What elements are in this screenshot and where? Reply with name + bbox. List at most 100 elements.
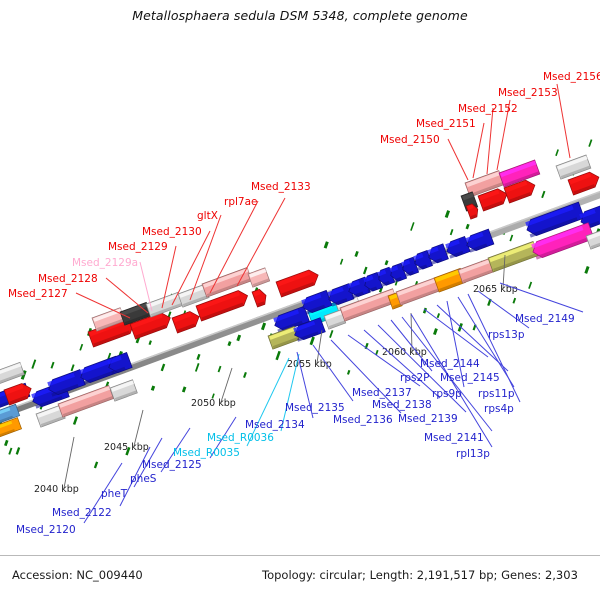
- gene-body[interactable]: [106, 351, 133, 375]
- gene-label[interactable]: Msed_2153: [498, 87, 558, 99]
- gene-feature[interactable]: [3, 381, 34, 406]
- genome-map-canvas[interactable]: 2040 kbp 2045 kbp 2050 kbp 2055 kbp 2060 kbp…: [0, 0, 600, 556]
- scale-tick-mark: [196, 353, 201, 361]
- gene-feature[interactable]: [251, 288, 269, 308]
- gene-label[interactable]: Msed_2128: [38, 273, 98, 285]
- gene-body[interactable]: [195, 288, 250, 322]
- gene-label[interactable]: rps11p: [478, 388, 515, 400]
- gene-label[interactable]: rps13p: [488, 329, 525, 341]
- gene-feature[interactable]: [272, 305, 310, 333]
- gene-feature[interactable]: [464, 170, 505, 198]
- gene-bevel-shadow: [470, 181, 504, 197]
- gene-body[interactable]: [275, 268, 321, 298]
- gene-bevel-shadow: [252, 278, 270, 287]
- gene-label[interactable]: Msed_2156: [543, 71, 600, 83]
- gene-feature[interactable]: [555, 154, 592, 180]
- gene-label[interactable]: Msed_2141: [424, 432, 484, 444]
- gene-label-group[interactable]: Msed_2120Msed_2122pheTpheSMsed_2125Msed_…: [8, 71, 600, 536]
- gene-label[interactable]: Msed_2122: [52, 507, 112, 519]
- gene-feature[interactable]: [323, 309, 347, 330]
- gene-feature[interactable]: [247, 267, 271, 288]
- gene-label[interactable]: Msed_2127: [8, 288, 68, 300]
- gene-label[interactable]: Msed_2149: [515, 313, 575, 325]
- gene-label[interactable]: pheS: [130, 473, 157, 485]
- gene-label[interactable]: rps4p: [484, 403, 514, 415]
- gene-feature[interactable]: [201, 267, 253, 298]
- gene-label[interactable]: Msed_2138: [372, 399, 432, 411]
- gene-body[interactable]: [444, 235, 471, 259]
- tick-leader-line: [316, 329, 323, 364]
- gene-body[interactable]: [272, 305, 310, 333]
- gene-bevel-shadow: [206, 278, 252, 297]
- gene-feature[interactable]: [171, 309, 202, 334]
- gene-label[interactable]: Msed_2134: [245, 419, 305, 431]
- gene-body[interactable]: [567, 170, 600, 196]
- gene-feature[interactable]: [567, 170, 600, 196]
- gene-label[interactable]: Msed_2139: [398, 413, 458, 425]
- gene-label[interactable]: Msed_2133: [251, 181, 311, 193]
- gene-body[interactable]: [503, 178, 538, 204]
- gene-feature[interactable]: [395, 277, 441, 306]
- gene-feature[interactable]: [109, 379, 138, 402]
- gene-label[interactable]: Msed_2135: [285, 402, 345, 414]
- gene-feature[interactable]: [35, 404, 66, 428]
- gene-label[interactable]: Msed_2129: [108, 241, 168, 253]
- gene-label[interactable]: Msed_2137: [352, 387, 412, 399]
- gene-feature[interactable]: [91, 307, 126, 332]
- gene-label[interactable]: rps9p: [432, 388, 462, 400]
- gene-feature[interactable]: [326, 283, 355, 307]
- gene-feature-group[interactable]: [0, 154, 600, 444]
- gene-feature[interactable]: [487, 241, 539, 273]
- gene-feature[interactable]: [503, 178, 538, 204]
- gene-feature[interactable]: [412, 250, 433, 272]
- gene-feature[interactable]: [177, 283, 210, 308]
- gene-feature[interactable]: [464, 228, 495, 253]
- gene-feature[interactable]: [339, 288, 398, 322]
- gene-label[interactable]: rpl7ae: [224, 196, 257, 208]
- gene-label[interactable]: Msed_2150: [380, 134, 440, 146]
- gene-label[interactable]: Msed_2145: [440, 372, 500, 384]
- gene-feature[interactable]: [400, 256, 420, 277]
- gene-label[interactable]: Msed_2125: [142, 459, 202, 471]
- gene-feature[interactable]: [465, 203, 480, 220]
- gene-feature[interactable]: [106, 351, 133, 375]
- gene-feature[interactable]: [0, 361, 25, 387]
- gene-label[interactable]: Msed_R0036: [207, 432, 274, 444]
- gene-feature[interactable]: [457, 257, 496, 284]
- gene-feature[interactable]: [300, 289, 333, 315]
- gene-feature[interactable]: [388, 262, 408, 283]
- gene-bevel-shadow: [560, 165, 591, 179]
- gene-feature[interactable]: [292, 317, 326, 342]
- gene-feature[interactable]: [57, 384, 114, 418]
- gene-feature[interactable]: [444, 235, 471, 259]
- gene-bevel-highlight: [462, 192, 474, 201]
- gene-label[interactable]: Msed_2151: [416, 118, 476, 130]
- genome-axis[interactable]: [0, 188, 600, 420]
- gene-feature[interactable]: [477, 186, 510, 212]
- gene-feature[interactable]: [195, 288, 250, 322]
- gene-label[interactable]: Msed_2144: [420, 358, 480, 370]
- gene-label[interactable]: Msed_2120: [16, 524, 76, 536]
- gene-feature[interactable]: [119, 301, 152, 326]
- gene-feature[interactable]: [129, 310, 173, 340]
- gene-label[interactable]: Msed_2130: [142, 226, 202, 238]
- gene-label[interactable]: pheT: [101, 488, 128, 500]
- gene-feature[interactable]: [0, 403, 21, 429]
- gene-label[interactable]: Msed_R0035: [173, 447, 240, 459]
- gene-feature[interactable]: [585, 229, 600, 250]
- gene-feature[interactable]: [426, 243, 449, 265]
- gene-label[interactable]: rpl13p: [456, 448, 490, 460]
- gene-body[interactable]: [464, 228, 495, 253]
- gene-label[interactable]: Msed_2129a: [72, 257, 138, 269]
- gene-feature[interactable]: [498, 159, 541, 188]
- gene-label[interactable]: Msed_2136: [333, 414, 393, 426]
- gene-label[interactable]: rps2P: [400, 372, 429, 384]
- gene-label[interactable]: Msed_2152: [458, 103, 518, 115]
- gene-feature[interactable]: [275, 268, 321, 298]
- gene-feature[interactable]: [362, 272, 383, 294]
- gene-feature[interactable]: [0, 417, 23, 444]
- gene-feature[interactable]: [524, 201, 585, 238]
- gene-body[interactable]: [585, 229, 600, 250]
- gene-label[interactable]: gltX: [197, 210, 218, 222]
